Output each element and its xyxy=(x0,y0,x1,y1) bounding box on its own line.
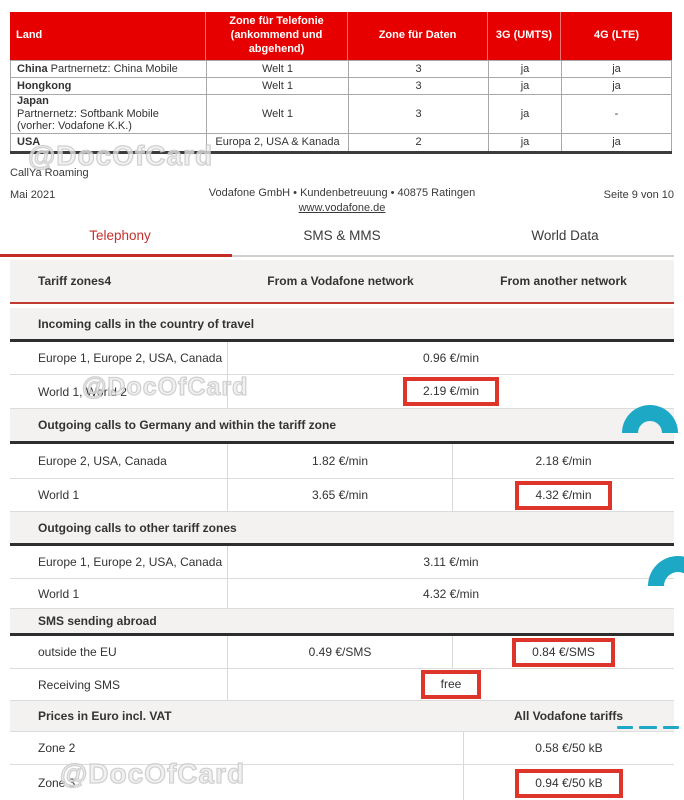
row-value: 0.96 €/min xyxy=(422,351,480,365)
zone-data-cell: 2 xyxy=(348,134,488,151)
highlight-box: 0.84 €/SMS xyxy=(512,637,615,667)
header-zone-daten: Zone für Daten xyxy=(347,12,487,60)
all-vodafone-tariffs-label: All Vodafone tariffs xyxy=(513,709,624,723)
data-price-value: 0.58 €/50 kB xyxy=(463,732,674,764)
row-otherzones-world1: World 1 4.32 €/min xyxy=(10,579,674,609)
teal-dashes-icon xyxy=(617,726,679,729)
row-outgoing-europe2: Europe 2, USA, Canada 1.82 €/min 2.18 €/… xyxy=(10,444,674,479)
section-sms-abroad: SMS sending abroad xyxy=(10,609,674,636)
row-label: outside the EU xyxy=(10,636,228,668)
country-cell: Hongkong xyxy=(17,79,72,92)
row-label: Europe 1, Europe 2, USA, Canada xyxy=(10,546,228,578)
roaming-zones-table-body: China Partnernetz: China Mobile Welt 1 3… xyxy=(10,60,672,151)
col-vodafone-network: From a Vodafone network xyxy=(267,274,414,288)
tab-world-data[interactable]: World Data xyxy=(531,228,599,243)
section-title: Prices in Euro incl. VAT xyxy=(38,709,172,723)
row-incoming-europe: Europe 1, Europe 2, USA, Canada 0.96 €/m… xyxy=(10,342,674,375)
umts-cell: ja xyxy=(488,95,561,133)
product-name: CallYa Roaming xyxy=(10,167,89,179)
row-zone3: Zone 3 0.94 €/50 kB xyxy=(10,765,674,800)
country-cell: USA xyxy=(17,136,41,149)
tab-telephony[interactable]: Telephony xyxy=(89,228,151,243)
table-row-usa: USA Europa 2, USA & Kanada 2 ja ja xyxy=(10,133,672,151)
row-label: Receiving SMS xyxy=(10,669,228,700)
tab-sms-mms[interactable]: SMS & MMS xyxy=(303,228,381,243)
row-value: free xyxy=(228,669,674,700)
zone-data-cell: 3 xyxy=(348,95,488,133)
other-network-value: 0.84 €/SMS xyxy=(453,636,674,668)
zone-data-cell: 3 xyxy=(348,61,488,77)
lte-cell: ja xyxy=(561,61,671,77)
row-incoming-world: World 1, World 2 2.19 €/min xyxy=(10,375,674,409)
zone-tel-cell: Welt 1 xyxy=(206,61,348,77)
vodafone-network-value: 0.49 €/SMS xyxy=(228,636,453,668)
row-outgoing-world1: World 1 3.65 €/min 4.32 €/min xyxy=(10,479,674,512)
tabbar-underline xyxy=(232,255,674,257)
table-row-japan: Japan Partnernetz: Softbank Mobile (vorh… xyxy=(10,94,672,133)
other-network-value: 2.18 €/min xyxy=(535,454,592,468)
website-line: www.vodafone.de xyxy=(0,202,684,214)
header-3g-umts: 3G (UMTS) xyxy=(487,12,560,60)
row-sms-outside-eu: outside the EU 0.49 €/SMS 0.84 €/SMS xyxy=(10,636,674,669)
watermark: @DocOfCard xyxy=(81,372,249,401)
zone-tel-cell: Europa 2, USA & Kanada xyxy=(206,134,348,151)
section-prices-vat: Prices in Euro incl. VAT All Vodafone ta… xyxy=(10,701,674,732)
row-zone2: Zone 2 0.58 €/50 kB xyxy=(10,732,674,765)
zone-tel-cell: Welt 1 xyxy=(206,78,348,94)
highlight-box: free xyxy=(420,670,482,699)
company-address: Vodafone GmbH • Kundenbetreuung • 40875 … xyxy=(208,187,476,199)
watermark: @DocOfCard xyxy=(59,757,246,789)
section-incoming-calls: Incoming calls in the country of travel xyxy=(10,308,674,342)
data-price-value: 0.94 €/50 kB xyxy=(463,765,674,800)
row-label: Zone 2 xyxy=(38,741,76,755)
country-cell: China Partnernetz: China Mobile xyxy=(17,62,178,75)
roaming-zones-table-header: Land Zone für Telefonie (ankommend und a… xyxy=(10,12,672,60)
highlight-box: 4.32 €/min xyxy=(515,480,612,510)
tariff-table-header: Tariff zones4 From a Vodafone network Fr… xyxy=(10,260,674,304)
active-tab-underline xyxy=(0,254,232,257)
document-date: Mai 2021 xyxy=(10,189,56,201)
other-network-value: 4.32 €/min xyxy=(453,479,674,511)
roaming-zones-table: Land Zone für Telefonie (ankommend und a… xyxy=(10,12,672,154)
row-value: 4.32 €/min xyxy=(422,586,480,601)
country-cell: Japan Partnernetz: Softbank Mobile (vorh… xyxy=(17,94,159,133)
highlight-box: 0.94 €/50 kB xyxy=(515,768,623,798)
row-label: Zone 3 xyxy=(38,776,76,790)
section-outgoing-germany: Outgoing calls to Germany and within the… xyxy=(10,409,674,444)
header-zone-telefonie: Zone für Telefonie (ankommend und abgehe… xyxy=(205,12,347,60)
header-4g-lte: 4G (LTE) xyxy=(560,12,672,60)
row-label: World 1 xyxy=(10,579,228,608)
zone-data-cell: 3 xyxy=(348,78,488,94)
row-receiving-sms: Receiving SMS free xyxy=(10,669,674,701)
table-row-hongkong: Hongkong Welt 1 3 ja ja xyxy=(10,77,672,94)
watermark: @DocOfCard xyxy=(27,139,214,171)
col-other-network: From another network xyxy=(500,274,627,288)
section-outgoing-other-zones: Outgoing calls to other tariff zones xyxy=(10,512,674,546)
vodafone-network-value: 1.82 €/min xyxy=(228,444,453,478)
umts-cell: ja xyxy=(488,78,561,94)
col-tariff-zones: Tariff zones4 xyxy=(38,274,112,288)
website-link[interactable]: www.vodafone.de xyxy=(298,202,386,214)
row-label: World 1 xyxy=(10,479,228,511)
umts-cell: ja xyxy=(488,61,561,77)
vodafone-network-value: 3.65 €/min xyxy=(228,479,453,511)
header-land: Land xyxy=(16,29,43,42)
row-label: Europe 1, Europe 2, USA, Canada xyxy=(10,342,228,374)
tariff-table: Tariff zones4 From a Vodafone network Fr… xyxy=(10,260,674,800)
lte-cell: - xyxy=(561,95,671,133)
zone-tel-cell: Welt 1 xyxy=(206,95,348,133)
lte-cell: ja xyxy=(561,134,671,151)
row-value: 2.19 €/min xyxy=(228,375,674,408)
row-label: World 1, World 2 xyxy=(10,375,228,408)
row-value: 3.11 €/min xyxy=(423,555,479,569)
row-otherzones-europe: Europe 1, Europe 2, USA, Canada 3.11 €/m… xyxy=(10,546,674,579)
highlight-box: 2.19 €/min xyxy=(402,377,500,406)
row-label: Europe 2, USA, Canada xyxy=(10,444,228,478)
page-number: Seite 9 von 10 xyxy=(603,189,674,201)
lte-cell: ja xyxy=(561,78,671,94)
umts-cell: ja xyxy=(488,134,561,151)
table-row-china: China Partnernetz: China Mobile Welt 1 3… xyxy=(10,60,672,77)
